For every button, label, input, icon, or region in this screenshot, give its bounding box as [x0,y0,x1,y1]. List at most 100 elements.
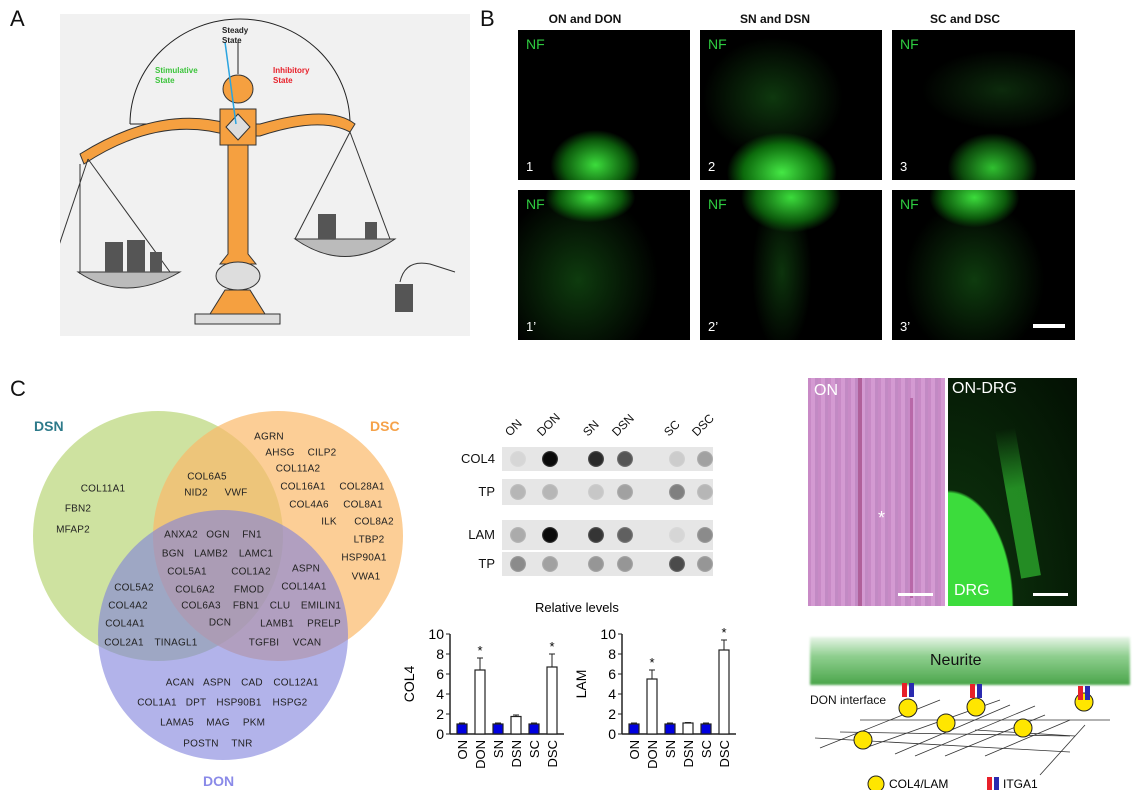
bar-DSC [718,649,730,735]
col4-lam-dot [1013,718,1033,738]
bar-DSN [510,715,522,735]
gene-label-dsn-dsc: COL6A5 [187,471,227,483]
blot-dot [669,484,685,500]
gene-label-dsn-dsc: NID2 [184,487,208,499]
blot-column-label: DSC [689,411,717,439]
nf-micrograph-tile: NF 2 [700,30,882,180]
blot-strip [502,447,713,471]
chart-title: Relative levels [535,600,619,615]
significance-marker: * [549,639,554,654]
blot-dot [697,556,713,572]
tile-number: 1’ [526,319,537,334]
gene-label-all-three: LAMC1 [238,548,274,560]
balance-beam [79,113,356,165]
blot-dot [542,451,558,467]
gene-label-don-only: COL12A1 [273,677,319,689]
blot-row-label: COL4 [461,451,495,466]
gene-label-don-only: PKM [242,717,266,729]
legend-itga1: ITGA1 [1003,777,1038,791]
significance-marker: * [477,643,482,658]
stain-label: NF [900,36,919,52]
gene-label-dsc-only: HSP90A1 [341,552,387,564]
gene-label-don-only: ACAN [165,677,195,689]
gene-label-don-only: TNR [231,738,253,750]
x-tick-label: DON [473,740,488,769]
blot-column-label: SC [661,417,683,439]
legend-col4-lam: COL4/LAM [889,777,949,791]
nf-micrograph-tile: NF 3’ [892,190,1075,340]
weight-block [395,284,413,312]
blot-column-label: DSN [609,411,637,439]
col4-lam-dot [898,698,918,718]
gene-label-don-only: HSP90B1 [216,697,262,709]
pillar [218,144,258,265]
blot-dot [617,484,633,500]
y-tick-label: 8 [608,646,616,662]
tile-number: 2 [708,159,716,174]
stimulative-label-2: State [155,76,175,85]
blot-dot [588,451,604,467]
x-tick-label: ON [627,740,642,760]
blot-row-label: TP [478,556,495,571]
blot-dot [697,484,713,500]
blot-strip [502,552,713,576]
y-tick-label: 6 [608,666,616,682]
inhibitory-label-2: State [273,76,293,85]
right-pan [293,238,397,257]
steady-label: Steady [222,26,249,35]
bar-ON [628,723,640,735]
set-label-dsn: DSN [34,418,64,434]
steady-label-2: State [222,36,242,45]
gene-label-dsc-don: ASPN [291,563,321,575]
gene-label-dsn-only: MFAP2 [56,524,90,536]
y-tick-label: 10 [600,626,616,642]
blot-column-label: ON [502,416,525,439]
state-arrow [224,41,237,125]
blot-dot [617,527,633,543]
stain-label: NF [708,196,727,212]
nf-micrograph-tile: NF 2’ [700,190,882,340]
venn-circle-don [98,510,348,760]
blot-dot [669,527,685,543]
stimulative-label: Stimulative [155,66,198,75]
tile-number: 2’ [708,319,719,334]
blot-column-label: SN [580,417,602,439]
x-tick-label: SN [491,740,506,758]
x-tick-label: DSN [509,740,524,767]
y-tick-label: 8 [436,646,444,662]
y-tick-label: 0 [608,726,616,742]
y-axis-label: COL4 [401,666,417,703]
hand-icon [399,262,456,283]
x-tick-label: SN [663,740,678,758]
blot-dot [697,527,713,543]
gene-label-dsc-only: CILP2 [307,447,337,459]
blot-dot [588,527,604,543]
neurite-bar [810,637,1130,685]
col4-lam-dot [853,730,873,750]
stain-label: NF [526,36,545,52]
gene-label-don-only: ASPN [202,677,232,689]
gene-label-dsc-only: COL16A1 [280,481,326,493]
neurite-label: Neurite [930,652,982,669]
gene-label-dsc-don: LAMB1 [260,618,294,630]
blot-dot [510,527,526,543]
x-tick-label: SC [527,740,542,758]
y-tick-label: 2 [608,706,616,722]
blot-dot [669,451,685,467]
col4-lam-dot [936,713,956,733]
gene-label-all-three: FN1 [242,529,262,541]
nf-micrograph-tile: NF 3 [892,30,1075,180]
tile-number: 3 [900,159,908,174]
bar-ON [456,723,468,735]
gene-label-dsn-don: TINAGL1 [154,637,198,649]
gene-label-all-three: COL6A3 [181,600,221,612]
scale-bar [1033,324,1065,328]
on-drg-label: ON-DRG [952,380,1017,397]
stain-label: NF [900,196,919,212]
blot-dot [542,484,558,500]
scale-bar [898,593,933,596]
blot-dot [510,556,526,572]
gene-label-don-only: COL1A1 [137,697,177,709]
nf-micrograph-tile: NF 1 [518,30,690,180]
blot-column-label: DON [534,410,563,439]
